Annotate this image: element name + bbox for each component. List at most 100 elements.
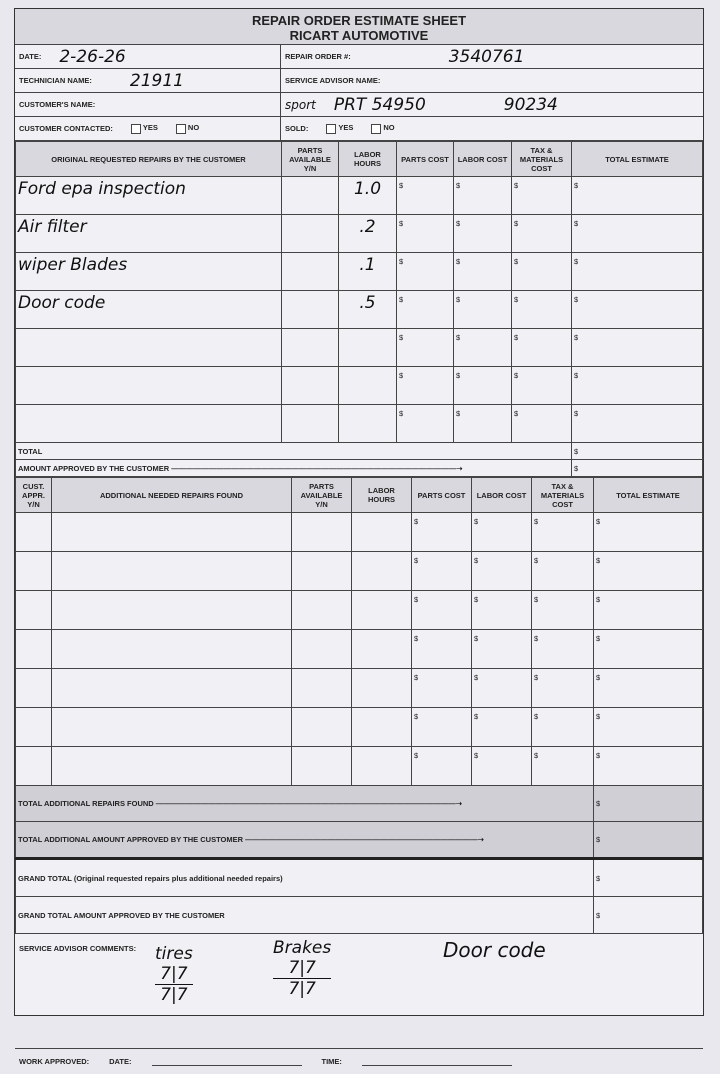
labor-hours-cell[interactable]: .2: [338, 214, 397, 253]
total-estimate-cell[interactable]: $: [571, 214, 703, 253]
parts-cost-cell[interactable]: $: [411, 590, 472, 630]
grand-total-value[interactable]: $: [593, 858, 703, 897]
technician-value[interactable]: 21911: [129, 70, 185, 91]
labor-cost-cell[interactable]: $: [453, 176, 512, 215]
repair-description[interactable]: [51, 551, 292, 591]
labor-cost-cell[interactable]: $: [471, 512, 532, 552]
work-time-field[interactable]: [361, 1065, 512, 1066]
parts-available-cell[interactable]: [291, 590, 352, 630]
tax-cost-cell[interactable]: $: [511, 366, 572, 405]
tax-cost-cell[interactable]: $: [511, 214, 572, 253]
parts-available-cell[interactable]: [281, 328, 339, 367]
tax-cost-cell[interactable]: $: [511, 290, 572, 329]
total-estimate-cell[interactable]: $: [571, 404, 703, 443]
repair-description[interactable]: Air filter: [15, 214, 282, 253]
parts-cost-cell[interactable]: $: [396, 404, 454, 443]
customer-note1[interactable]: sport: [285, 97, 316, 112]
parts-cost-cell[interactable]: $: [396, 214, 454, 253]
sold-no-checkbox[interactable]: NO: [371, 123, 395, 134]
cust-approved-cell[interactable]: [15, 746, 52, 786]
parts-cost-cell[interactable]: $: [411, 746, 472, 786]
parts-available-cell[interactable]: [281, 214, 339, 253]
total-estimate-cell[interactable]: $: [593, 590, 703, 630]
repair-description[interactable]: Door code: [15, 290, 282, 329]
labor-cost-cell[interactable]: $: [471, 668, 532, 708]
labor-cost-cell[interactable]: $: [471, 590, 532, 630]
total-estimate-cell[interactable]: $: [571, 328, 703, 367]
parts-available-cell[interactable]: [281, 290, 339, 329]
labor-hours-cell[interactable]: [351, 707, 412, 747]
cust-approved-cell[interactable]: [15, 629, 52, 669]
advisor-comments[interactable]: SERVICE ADVISOR COMMENTS: tires 7|7 7|7 Br…: [15, 934, 703, 1049]
parts-available-cell[interactable]: [291, 551, 352, 591]
tax-cost-cell[interactable]: $: [511, 328, 572, 367]
tax-cost-cell[interactable]: $: [531, 512, 594, 552]
labor-hours-cell[interactable]: [338, 404, 397, 443]
parts-available-cell[interactable]: [281, 366, 339, 405]
repair-description[interactable]: [51, 512, 292, 552]
labor-hours-cell[interactable]: 1.0: [338, 176, 397, 215]
total-estimate-cell[interactable]: $: [571, 176, 703, 215]
labor-cost-cell[interactable]: $: [471, 746, 532, 786]
parts-available-cell[interactable]: [291, 512, 352, 552]
labor-cost-cell[interactable]: $: [471, 707, 532, 747]
repair-description[interactable]: Ford epa inspection: [15, 176, 282, 215]
repair-description[interactable]: [51, 707, 292, 747]
labor-cost-cell[interactable]: $: [471, 551, 532, 591]
total-estimate-cell[interactable]: $: [593, 707, 703, 747]
parts-cost-cell[interactable]: $: [396, 328, 454, 367]
labor-hours-cell[interactable]: [351, 590, 412, 630]
labor-hours-cell[interactable]: .5: [338, 290, 397, 329]
date-value[interactable]: 2-26-26: [59, 46, 126, 67]
total-estimate-cell[interactable]: $: [571, 366, 703, 405]
labor-cost-cell[interactable]: $: [453, 404, 512, 443]
repair-description[interactable]: [51, 590, 292, 630]
parts-available-cell[interactable]: [291, 746, 352, 786]
total-additional-approved-value[interactable]: $: [593, 821, 703, 860]
total-estimate-cell[interactable]: $: [593, 551, 703, 591]
parts-available-cell[interactable]: [291, 668, 352, 708]
parts-cost-cell[interactable]: $: [396, 252, 454, 291]
tax-cost-cell[interactable]: $: [531, 629, 594, 669]
total-estimate-cell[interactable]: $: [593, 512, 703, 552]
grand-approved-value[interactable]: $: [593, 896, 703, 934]
cust-approved-cell[interactable]: [15, 512, 52, 552]
total-estimate-cell[interactable]: $: [571, 252, 703, 291]
labor-cost-cell[interactable]: $: [453, 214, 512, 253]
contacted-no-checkbox[interactable]: NO: [175, 123, 199, 134]
parts-cost-cell[interactable]: $: [411, 551, 472, 591]
total-estimate-cell[interactable]: $: [571, 290, 703, 329]
parts-available-cell[interactable]: [291, 629, 352, 669]
total-additional-value[interactable]: $: [593, 785, 703, 822]
repair-description[interactable]: [51, 629, 292, 669]
parts-cost-cell[interactable]: $: [411, 707, 472, 747]
tax-cost-cell[interactable]: $: [511, 404, 572, 443]
labor-hours-cell[interactable]: [338, 328, 397, 367]
parts-cost-cell[interactable]: $: [396, 290, 454, 329]
parts-available-cell[interactable]: [281, 404, 339, 443]
tax-cost-cell[interactable]: $: [531, 590, 594, 630]
parts-cost-cell[interactable]: $: [396, 366, 454, 405]
repair-order-value[interactable]: 3540761: [448, 46, 525, 67]
parts-available-cell[interactable]: [281, 176, 339, 215]
parts-available-cell[interactable]: [281, 252, 339, 291]
amount-approved-value[interactable]: $: [571, 459, 703, 477]
tax-cost-cell[interactable]: $: [531, 551, 594, 591]
labor-cost-cell[interactable]: $: [453, 252, 512, 291]
customer-note3[interactable]: 90234: [503, 94, 558, 115]
labor-hours-cell[interactable]: [351, 668, 412, 708]
repair-description[interactable]: [15, 366, 282, 405]
cust-approved-cell[interactable]: [15, 707, 52, 747]
total-estimate-cell[interactable]: $: [593, 746, 703, 786]
labor-hours-cell[interactable]: [351, 629, 412, 669]
customer-note2[interactable]: PRT 54950: [333, 94, 426, 115]
labor-hours-cell[interactable]: [351, 551, 412, 591]
labor-cost-cell[interactable]: $: [471, 629, 532, 669]
repair-description[interactable]: [51, 746, 292, 786]
labor-hours-cell[interactable]: [351, 512, 412, 552]
repair-description[interactable]: [51, 668, 292, 708]
sold-yes-checkbox[interactable]: YES: [326, 123, 353, 134]
labor-hours-cell[interactable]: [338, 366, 397, 405]
parts-cost-cell[interactable]: $: [411, 668, 472, 708]
parts-cost-cell[interactable]: $: [411, 629, 472, 669]
